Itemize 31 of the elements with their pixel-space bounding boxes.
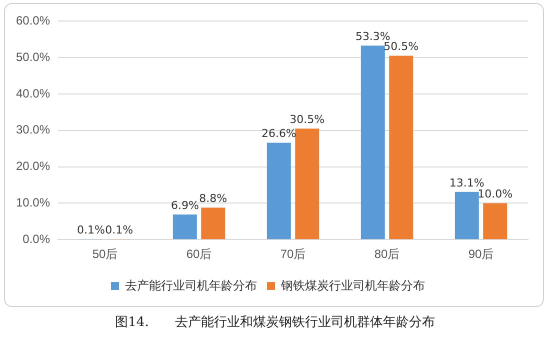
x-tick-label: 90后 [468, 247, 494, 262]
bar [172, 214, 197, 240]
bar [454, 192, 479, 240]
y-tick-label: 40.0% [16, 86, 50, 100]
bar [360, 46, 385, 240]
x-tick-label: 70后 [280, 247, 306, 262]
data-label: 53.3% [355, 30, 390, 43]
legend-label: 去产能行业司机年龄分布 [125, 278, 257, 292]
x-tick-label: 80后 [374, 247, 400, 262]
bar [201, 208, 226, 240]
bar [295, 128, 320, 240]
data-label: 30.5% [290, 112, 325, 126]
y-tick-label: 60.0% [16, 14, 50, 28]
y-tick-label: 50.0% [16, 50, 50, 64]
x-tick-label: 50后 [92, 247, 118, 262]
legend-label: 钢铁煤炭行业司机年龄分布 [280, 278, 425, 292]
data-label: 0.1% [105, 224, 134, 237]
y-tick-label: 20.0% [16, 159, 50, 174]
y-tick-label: 10.0% [16, 196, 50, 210]
bar [266, 142, 291, 240]
data-label: 6.9% [170, 198, 199, 212]
y-tick-label: 30.0% [16, 122, 50, 137]
caption: 图14. 去产能行业和煤炭钢铁行业司机群体年龄分布 [114, 314, 436, 331]
x-tick-label: 60后 [186, 247, 212, 262]
data-label: 13.1% [449, 176, 484, 190]
data-label: 8.8% [199, 192, 228, 205]
y-tick-label: 0.0% [22, 232, 50, 246]
data-label: 50.5% [384, 40, 419, 54]
data-label: 0.1% [76, 224, 105, 237]
bar [483, 203, 508, 240]
bar [389, 56, 414, 240]
